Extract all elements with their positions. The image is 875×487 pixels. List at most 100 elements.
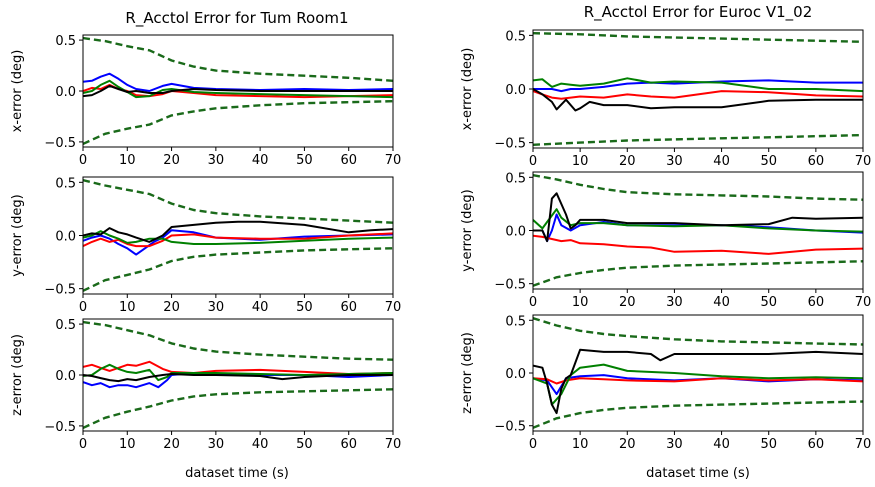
tum-x-x-tick-label-5: 50 — [296, 153, 313, 168]
euroc-z-x-tick-label-5: 50 — [760, 437, 777, 452]
tum-z-y-tick-label-1: 0.0 — [55, 369, 76, 384]
tum-x-x-tick-label-7: 70 — [385, 153, 402, 168]
tum-y-series-line-0 — [83, 179, 393, 224]
tum-y-x-tick-label-1: 10 — [119, 300, 136, 315]
tum-z-y-tick-label-0: −0.5 — [44, 420, 76, 435]
tum-z-series-line-1 — [83, 388, 393, 429]
tum-z-series-group — [83, 320, 393, 429]
tum-z-x-tick-label-0: 0 — [79, 437, 87, 452]
tum-z-y-tick-label-2: 0.5 — [55, 318, 76, 333]
tum-y-y-tick-label-0: −0.5 — [44, 283, 76, 298]
euroc-y-x-tick-label-6: 60 — [808, 295, 825, 310]
left-column-title: R_Acctol Error for Tum Room1 — [125, 9, 348, 28]
tum-x-series-line-2 — [83, 72, 393, 92]
euroc-z-x-tick-label-7: 70 — [855, 437, 872, 452]
tum-x-x-tick-label-1: 10 — [119, 153, 136, 168]
euroc-x-series-line-2 — [533, 79, 863, 93]
euroc-z-x-tick-label-0: 0 — [529, 437, 537, 452]
euroc-y-x-tick-label-2: 20 — [619, 295, 636, 310]
tum-x-x-tick-label-3: 30 — [208, 153, 225, 168]
tum-z-series-line-0 — [83, 320, 393, 361]
euroc-y-x-tick-label-4: 40 — [713, 295, 730, 310]
euroc-x-y-tick-label-1: 0.0 — [505, 83, 526, 98]
tum-x-y-tick-label-1: 0.0 — [55, 85, 76, 100]
tum-z-x-tick-label-2: 20 — [163, 437, 180, 452]
euroc-y-y-tick-label-1: 0.0 — [505, 225, 526, 240]
tum-x-x-tick-label-4: 40 — [252, 153, 269, 168]
euroc-x-y-tick-label-0: −0.5 — [494, 137, 526, 152]
euroc-z-x-tick-label-3: 30 — [666, 437, 683, 452]
tum-y-y-tick-label-1: 0.0 — [55, 230, 76, 245]
tum-x-panel: 0 10 20 30 40 50 60 70 −0.5 0.0 0.5 x-error (deg) — [10, 34, 401, 168]
tum-x-y-tick-label-0: −0.5 — [44, 136, 76, 151]
left-x-axis-label: dataset time (s) — [185, 466, 289, 481]
tum-z-x-tick-label-5: 50 — [296, 437, 313, 452]
euroc-y-x-tick-label-3: 30 — [666, 295, 683, 310]
euroc-z-series-line-0 — [533, 317, 863, 346]
euroc-x-y-axis-label: x-error (deg) — [460, 48, 475, 131]
euroc-y-series-line-5 — [533, 192, 863, 243]
euroc-x-x-tick-label-0: 0 — [529, 154, 537, 169]
euroc-y-y-tick-label-0: −0.5 — [494, 278, 526, 293]
tum-z-series-line-3 — [83, 360, 393, 375]
euroc-x-x-tick-label-7: 70 — [855, 154, 872, 169]
euroc-x-y-tick-label-2: 0.5 — [505, 29, 526, 44]
euroc-x-x-tick-label-5: 50 — [760, 154, 777, 169]
tum-x-y-tick-label-2: 0.5 — [55, 34, 76, 49]
euroc-z-series-line-3 — [533, 377, 863, 385]
euroc-z-x-tick-label-2: 20 — [619, 437, 636, 452]
euroc-z-axes-frame — [532, 314, 864, 432]
tum-x-series-line-0 — [83, 36, 393, 82]
euroc-x-series-line-5 — [533, 88, 863, 112]
euroc-z-x-tick-label-4: 40 — [713, 437, 730, 452]
tum-y-series-line-1 — [83, 247, 393, 292]
euroc-x-x-tick-label-4: 40 — [713, 154, 730, 169]
euroc-z-x-tick-label-1: 10 — [572, 437, 589, 452]
tum-x-series-line-1 — [83, 100, 393, 145]
euroc-y-y-axis-label: y-error (deg) — [460, 189, 475, 271]
tum-y-series-group — [83, 179, 393, 292]
euroc-z-series-line-5 — [533, 348, 863, 415]
tum-x-series-group — [83, 36, 393, 145]
euroc-z-y-tick-label-0: −0.5 — [494, 420, 526, 435]
tum-y-y-tick-label-2: 0.5 — [55, 176, 76, 191]
tum-x-y-axis-label: x-error (deg) — [10, 50, 25, 133]
euroc-x-x-tick-label-2: 20 — [619, 154, 636, 169]
tum-y-x-tick-label-7: 70 — [385, 300, 402, 315]
euroc-x-series-group — [533, 32, 863, 146]
euroc-z-y-axis-label: z-error (deg) — [460, 332, 475, 414]
euroc-y-panel: 0 10 20 30 40 50 60 70 −0.5 0.0 0.5 y-error (deg) — [460, 171, 871, 310]
tum-y-x-tick-label-0: 0 — [79, 300, 87, 315]
euroc-y-series-line-3 — [533, 234, 863, 255]
tum-z-series-line-5 — [83, 373, 393, 383]
euroc-x-x-tick-label-1: 10 — [572, 154, 589, 169]
euroc-x-series-line-4 — [533, 77, 863, 93]
euroc-x-series-line-1 — [533, 133, 863, 146]
euroc-x-x-tick-label-6: 60 — [808, 154, 825, 169]
euroc-y-y-tick-label-2: 0.5 — [505, 171, 526, 186]
tum-z-series-line-4 — [83, 363, 393, 382]
euroc-z-series-group — [533, 317, 863, 429]
euroc-z-series-line-1 — [533, 400, 863, 429]
tum-z-x-tick-label-1: 10 — [119, 437, 136, 452]
tum-x-series-line-3 — [83, 83, 393, 99]
tum-y-x-tick-label-5: 50 — [296, 300, 313, 315]
euroc-x-panel: 0 10 20 30 40 50 60 70 −0.5 0.0 0.5 x-error (deg) — [460, 29, 871, 169]
tum-z-panel: 0 10 20 30 40 50 60 70 −0.5 0.0 0.5 z-error (deg) — [10, 318, 401, 452]
tum-z-x-tick-label-3: 30 — [208, 437, 225, 452]
tum-z-x-tick-label-6: 60 — [340, 437, 357, 452]
euroc-y-series-group — [533, 174, 863, 287]
tum-y-panel: 0 10 20 30 40 50 60 70 −0.5 0.0 0.5 y-error (deg) — [10, 176, 401, 315]
tum-y-series-line-5 — [83, 220, 393, 243]
euroc-y-series-line-0 — [533, 174, 863, 201]
tum-z-y-axis-label: z-error (deg) — [10, 334, 25, 416]
euroc-y-x-tick-label-7: 70 — [855, 295, 872, 310]
tum-x-series-line-5 — [83, 84, 393, 98]
euroc-x-x-tick-label-3: 30 — [666, 154, 683, 169]
euroc-y-x-tick-label-0: 0 — [529, 295, 537, 310]
tum-y-y-axis-label: y-error (deg) — [10, 194, 25, 276]
euroc-z-series-line-4 — [533, 363, 863, 406]
euroc-y-x-tick-label-1: 10 — [572, 295, 589, 310]
tum-y-x-tick-label-6: 60 — [340, 300, 357, 315]
